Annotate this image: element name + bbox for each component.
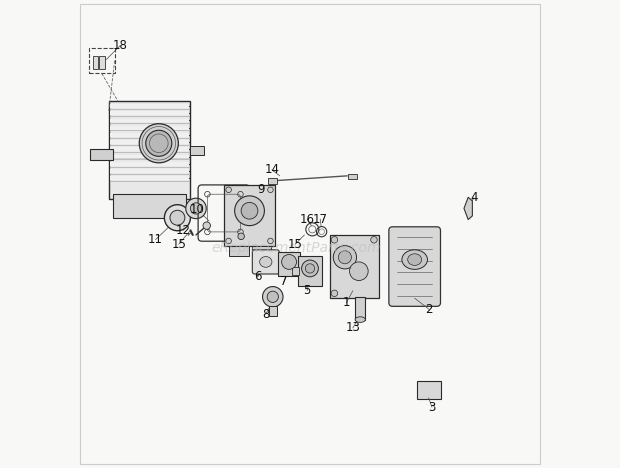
Circle shape	[268, 238, 273, 244]
Ellipse shape	[408, 254, 422, 265]
Bar	[110, 169, 189, 173]
Bar	[110, 140, 189, 144]
Text: 7: 7	[280, 275, 288, 288]
Bar	[113, 195, 185, 218]
Ellipse shape	[355, 317, 365, 322]
Bar	[190, 146, 204, 155]
Text: 9: 9	[257, 183, 265, 196]
Text: 15: 15	[288, 238, 303, 251]
Bar	[278, 252, 300, 276]
Text: 10: 10	[190, 203, 205, 216]
Bar	[268, 178, 277, 184]
FancyBboxPatch shape	[389, 227, 440, 307]
Circle shape	[281, 255, 296, 270]
Circle shape	[301, 260, 319, 277]
Circle shape	[331, 236, 338, 243]
Bar	[99, 56, 105, 69]
Bar	[348, 174, 356, 179]
Bar	[110, 176, 189, 180]
Ellipse shape	[260, 256, 272, 267]
Circle shape	[146, 130, 172, 156]
Text: 11: 11	[148, 233, 163, 246]
Bar	[110, 155, 189, 158]
Bar	[110, 126, 189, 130]
Circle shape	[170, 210, 185, 225]
Text: 4: 4	[470, 191, 477, 204]
Circle shape	[241, 202, 258, 219]
Bar	[224, 185, 275, 246]
Text: 8: 8	[262, 307, 270, 321]
Bar	[292, 268, 299, 275]
Text: 1: 1	[342, 296, 350, 309]
Bar	[110, 162, 189, 166]
Circle shape	[164, 205, 190, 231]
Circle shape	[262, 286, 283, 307]
Circle shape	[190, 203, 202, 214]
Text: 13: 13	[345, 322, 360, 335]
Polygon shape	[464, 197, 472, 219]
Bar	[110, 111, 189, 115]
Text: eReplacementParts.com: eReplacementParts.com	[211, 241, 381, 255]
Text: 3: 3	[428, 401, 436, 414]
Circle shape	[238, 233, 244, 240]
Bar	[269, 306, 277, 316]
Circle shape	[371, 236, 377, 243]
Text: 6: 6	[254, 271, 262, 283]
Circle shape	[203, 222, 210, 229]
Circle shape	[226, 187, 231, 193]
Text: 16: 16	[299, 212, 315, 226]
Bar	[93, 56, 99, 69]
Bar	[355, 297, 365, 320]
Circle shape	[226, 238, 231, 244]
Text: 2: 2	[425, 303, 433, 316]
Bar	[330, 235, 379, 298]
Text: 17: 17	[312, 212, 328, 226]
Bar	[110, 118, 189, 122]
Bar	[417, 381, 441, 399]
Bar	[90, 149, 113, 160]
Circle shape	[268, 187, 273, 193]
Text: 15: 15	[171, 238, 186, 251]
Circle shape	[334, 246, 356, 269]
FancyBboxPatch shape	[252, 250, 279, 274]
Text: 14: 14	[264, 163, 280, 176]
Bar	[89, 48, 115, 73]
Bar	[229, 246, 249, 256]
Bar	[110, 147, 189, 151]
Ellipse shape	[402, 250, 427, 270]
Text: 18: 18	[113, 39, 128, 52]
Circle shape	[186, 198, 206, 219]
Bar	[110, 133, 189, 137]
Circle shape	[339, 251, 352, 264]
Circle shape	[331, 290, 338, 297]
Circle shape	[350, 262, 368, 280]
Circle shape	[267, 291, 278, 302]
Text: 5: 5	[304, 284, 311, 297]
Bar	[252, 246, 272, 256]
Bar	[298, 256, 322, 286]
Circle shape	[140, 124, 179, 163]
Bar	[110, 104, 189, 108]
Circle shape	[305, 264, 315, 273]
Text: 12: 12	[176, 224, 191, 237]
Bar	[108, 102, 190, 199]
Circle shape	[234, 196, 264, 226]
